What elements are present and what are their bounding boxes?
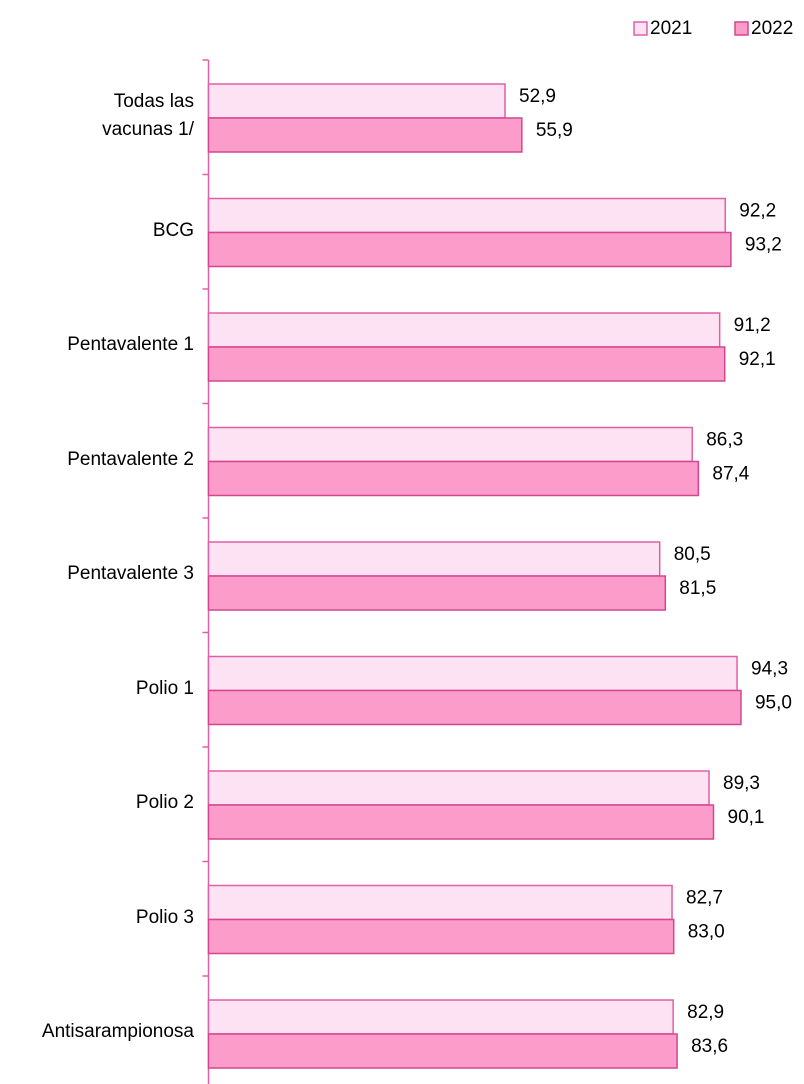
value-label: 83,0 xyxy=(688,922,725,943)
bar xyxy=(207,117,523,153)
bar xyxy=(207,346,726,382)
category-label: Todas las vacunas 1/ xyxy=(102,91,194,140)
category-label: Pentavalente 3 xyxy=(67,563,194,584)
value-label: 55,9 xyxy=(536,120,573,141)
legend-label: 2021 xyxy=(650,18,692,39)
value-label: 90,1 xyxy=(728,807,765,828)
bar xyxy=(207,460,700,497)
bar xyxy=(207,541,661,577)
category-label: Polio 2 xyxy=(135,792,194,813)
bar xyxy=(207,312,721,348)
legend-swatch xyxy=(734,21,749,36)
category-label: BCG xyxy=(152,219,194,241)
value-label: 89,3 xyxy=(723,773,760,794)
value-label: 95,0 xyxy=(755,693,792,714)
bar xyxy=(207,689,742,726)
bar xyxy=(207,918,675,955)
value-label: 94,3 xyxy=(751,659,788,680)
bar xyxy=(207,197,727,234)
value-label: 81,5 xyxy=(679,578,716,599)
bar xyxy=(207,83,506,119)
legend-swatch xyxy=(633,21,648,36)
category-label: Pentavalente 2 xyxy=(67,448,194,470)
bar xyxy=(207,770,710,806)
category-label: Antisarampionosa xyxy=(41,1021,194,1042)
value-label: 83,6 xyxy=(691,1036,728,1057)
category-label: Pentavalente 1 xyxy=(67,334,194,355)
bar xyxy=(207,999,674,1035)
value-label: 87,4 xyxy=(712,464,749,485)
bar xyxy=(207,884,673,921)
bar xyxy=(207,231,732,268)
bar xyxy=(207,804,715,840)
value-label: 91,2 xyxy=(734,315,771,336)
value-label: 93,2 xyxy=(745,235,782,256)
value-label: 80,5 xyxy=(674,544,711,565)
legend-label: 2022 xyxy=(751,18,793,39)
bar xyxy=(207,1033,678,1069)
value-label: 86,3 xyxy=(706,430,743,451)
bar xyxy=(207,655,738,692)
value-label: 92,1 xyxy=(739,349,776,370)
bar xyxy=(207,575,667,611)
value-label: 92,2 xyxy=(739,201,776,222)
value-label: 82,9 xyxy=(687,1002,724,1023)
value-label: 52,9 xyxy=(519,86,556,107)
category-label: Polio 1 xyxy=(135,677,194,699)
category-label: Polio 3 xyxy=(135,906,194,928)
value-label: 82,7 xyxy=(686,888,723,909)
bar xyxy=(207,426,693,463)
